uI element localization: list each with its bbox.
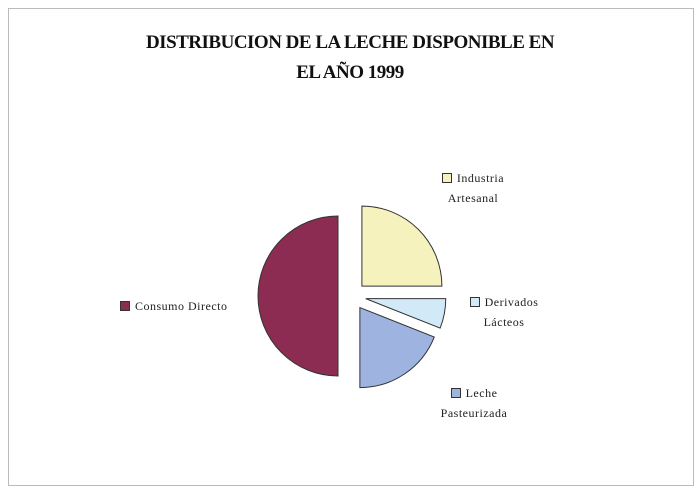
- legend-swatch: [469, 297, 480, 307]
- legend-entry: Leche Pasteurizada: [424, 383, 524, 423]
- legend-swatch: [120, 301, 130, 311]
- legend-label: Industria Artesanal: [447, 171, 505, 205]
- pie-slice: [257, 215, 339, 377]
- legend-swatch: [441, 173, 452, 183]
- pie-slice: [359, 306, 435, 389]
- legend-label: Consumo Directo: [135, 299, 228, 313]
- pie-slice: [365, 298, 447, 329]
- legend-swatch: [450, 388, 461, 398]
- pie-slice: [361, 205, 443, 287]
- legend-entry: Consumo Directo: [120, 296, 270, 316]
- chart-frame: [8, 8, 694, 486]
- legend-entry: Derivados Lácteos: [464, 292, 544, 332]
- chart-title: DISTRIBUCION DE LA LECHE DISPONIBLE EN E…: [145, 32, 555, 83]
- legend-label: Derivados Lácteos: [483, 295, 539, 329]
- legend-entry: Industria Artesanal: [428, 168, 518, 208]
- legend-label: Leche Pasteurizada: [440, 386, 508, 420]
